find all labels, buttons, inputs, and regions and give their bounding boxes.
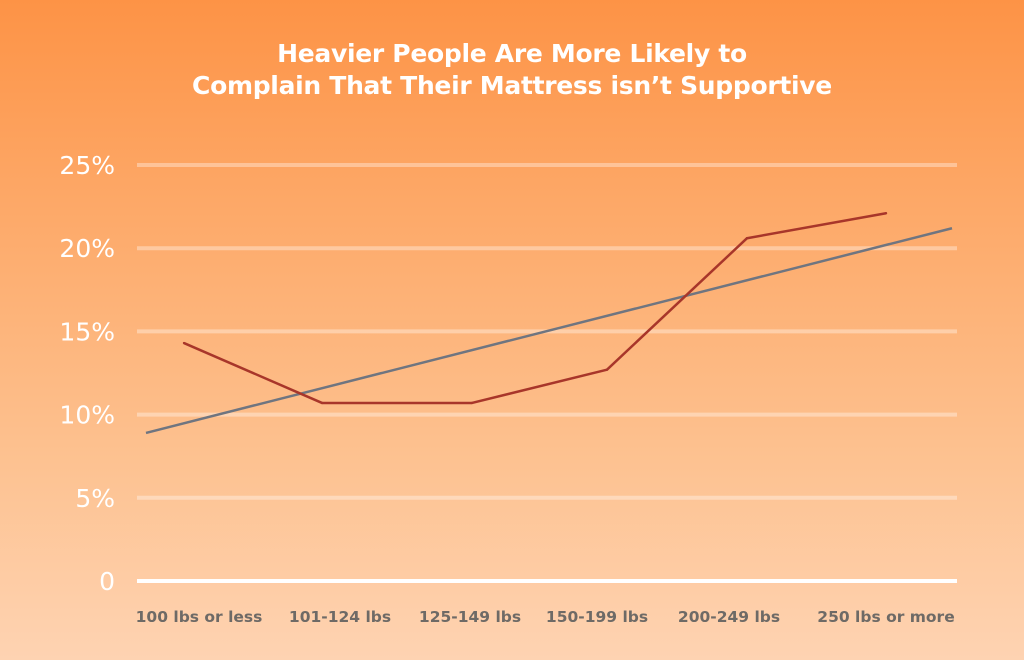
x-tick-label: 250 lbs or more [817,608,954,626]
chart-title: Heavier People Are More Likely to Compla… [0,38,1024,102]
data-point [182,341,186,345]
x-tick-label: 101-124 lbs [289,608,391,626]
data-point [470,401,474,405]
data-point [745,237,749,240]
data-point [320,401,324,405]
data-point [884,212,888,215]
series-line [183,212,887,405]
y-tick-label: 10% [59,401,115,430]
y-tick-label: 25% [59,151,115,180]
trend-line [145,227,953,435]
x-tick-label: 125-149 lbs [419,608,521,626]
x-tick-label: 100 lbs or less [136,608,263,626]
y-tick-label: 0 [99,567,115,596]
chart-title-line-1: Heavier People Are More Likely to [277,39,747,68]
data-point [605,368,609,371]
chart-title-line-2: Complain That Their Mattress isn’t Suppo… [192,71,832,100]
y-tick-label: 15% [59,317,115,346]
y-tick-label: 5% [75,484,115,513]
y-tick-label: 20% [59,234,115,263]
x-tick-label: 200-249 lbs [678,608,780,626]
x-tick-label: 150-199 lbs [546,608,648,626]
